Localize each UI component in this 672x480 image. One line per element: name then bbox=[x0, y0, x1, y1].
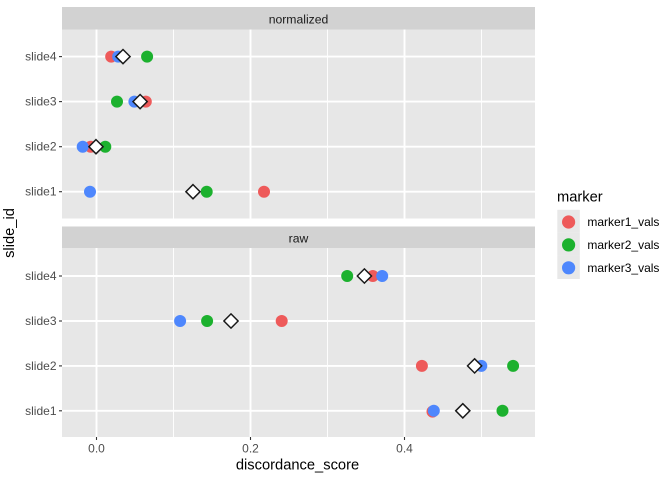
svg-text:marker: marker bbox=[557, 190, 603, 206]
svg-text:slide2: slide2 bbox=[25, 359, 57, 373]
svg-text:slide3: slide3 bbox=[25, 314, 57, 328]
svg-text:raw: raw bbox=[289, 232, 309, 246]
svg-text:slide_id: slide_id bbox=[2, 208, 18, 258]
svg-text:discordance_score: discordance_score bbox=[236, 458, 359, 474]
svg-text:slide4: slide4 bbox=[25, 269, 57, 283]
svg-text:slide1: slide1 bbox=[25, 185, 57, 199]
svg-text:0.4: 0.4 bbox=[396, 442, 413, 456]
svg-text:slide3: slide3 bbox=[25, 95, 57, 109]
svg-text:marker2_vals: marker2_vals bbox=[587, 238, 659, 252]
svg-text:0.0: 0.0 bbox=[88, 442, 105, 456]
svg-text:slide1: slide1 bbox=[25, 404, 57, 418]
svg-text:marker3_vals: marker3_vals bbox=[587, 261, 659, 275]
svg-text:0.2: 0.2 bbox=[242, 442, 259, 456]
svg-text:slide2: slide2 bbox=[25, 140, 57, 154]
svg-text:marker1_vals: marker1_vals bbox=[587, 215, 659, 229]
svg-text:slide4: slide4 bbox=[25, 50, 57, 64]
svg-text:normalized: normalized bbox=[269, 13, 329, 27]
